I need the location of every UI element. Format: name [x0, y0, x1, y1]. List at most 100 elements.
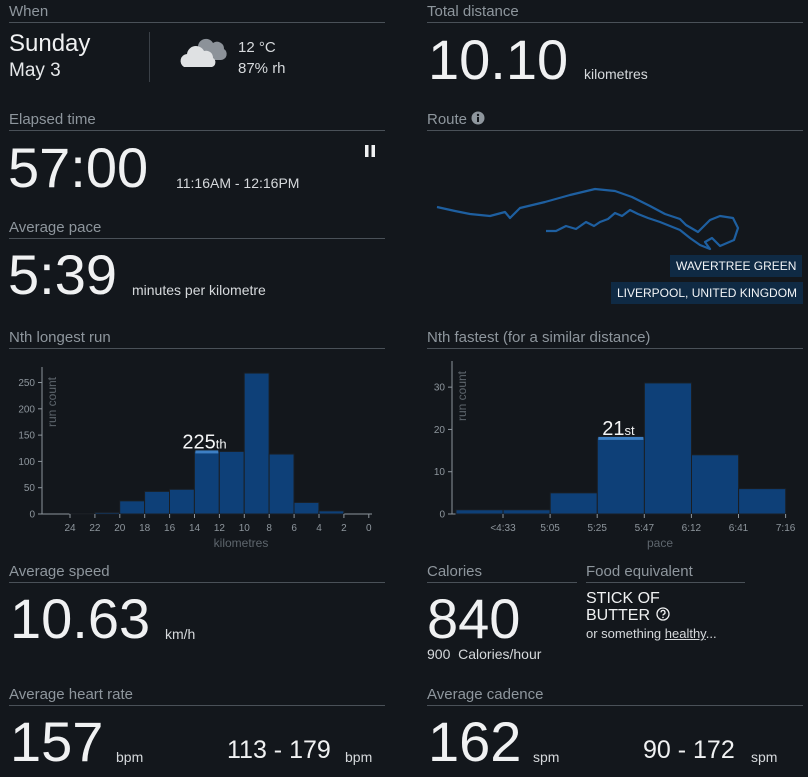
help-icon[interactable]: [656, 607, 671, 621]
current-run-marker: [598, 436, 644, 440]
y-tick-label: 20: [434, 425, 446, 436]
x-axis-title: pace: [647, 536, 673, 550]
when-rule: [9, 22, 385, 23]
histogram-bar: [502, 509, 551, 515]
elapsed-value: 57:00: [8, 136, 149, 199]
heart-range-unit: bpm: [345, 749, 373, 765]
heart-label: Average heart rate: [9, 686, 133, 703]
heart-rule: [9, 705, 385, 706]
run-date: May 3: [9, 60, 61, 81]
calories-rule: [427, 582, 577, 583]
food-name-text: BUTTER: [586, 607, 650, 624]
route-map: [436, 187, 740, 251]
histogram-bar: [455, 509, 504, 515]
cadence-label: Average cadence: [427, 686, 544, 703]
speed-rule: [9, 582, 385, 583]
y-tick-label: 200: [18, 404, 35, 415]
place-label-neighbourhood: WAVERTREE GREEN: [670, 255, 803, 277]
x-axis-title: kilometres: [214, 536, 269, 550]
x-tick-label: 16: [164, 523, 176, 534]
elapsed-range: 11:16AM - 12:16PM: [176, 175, 300, 191]
y-tick-label: 0: [29, 510, 35, 521]
histogram-bar: [268, 453, 295, 515]
cadence-unit: spm: [533, 749, 560, 765]
histogram-bar: [218, 450, 245, 515]
calories-rate-value: 900: [427, 646, 451, 662]
rank-label: 21st: [602, 418, 635, 440]
place-label-city: LIVERPOOL, UNITED KINGDOM: [611, 282, 804, 304]
distance-rule: [427, 22, 803, 23]
histogram-bar: [549, 492, 598, 515]
histogram-bar: [69, 512, 96, 515]
healthy-link[interactable]: healthy: [664, 626, 706, 641]
y-tick-label: 50: [24, 483, 36, 494]
pace-value: 5:39: [8, 243, 117, 306]
x-tick-label: 5:05: [540, 523, 560, 534]
x-tick-label: 20: [114, 523, 126, 534]
histogram-bar: [596, 437, 645, 515]
elapsed-label: Elapsed time: [9, 111, 96, 128]
x-tick-label: 6: [291, 523, 297, 534]
temperature: 12 °C: [238, 39, 276, 56]
nth-fastest-rule: [427, 348, 803, 349]
y-tick-label: 100: [18, 457, 35, 468]
food-name-line1: STICK OF: [586, 590, 660, 607]
x-tick-label: 22: [89, 523, 101, 534]
food-alt-prefix: or something: [586, 626, 665, 641]
x-tick-label: 2: [341, 523, 347, 534]
when-divider: [149, 32, 150, 82]
y-tick-label: 250: [18, 378, 35, 389]
distance-value: 10.10: [428, 28, 569, 91]
pause-icon[interactable]: [364, 144, 376, 162]
histogram-bar: [243, 372, 270, 515]
route-label: Route: [427, 111, 468, 128]
calories-rate-unit: Calories/hour: [458, 646, 542, 662]
cadence-rule: [427, 705, 803, 706]
info-icon[interactable]: [471, 111, 485, 130]
heart-range: 113 - 179: [227, 736, 331, 764]
x-tick-label: 18: [139, 523, 151, 534]
x-tick-label: 14: [189, 523, 201, 534]
nth-fastest-chart: 0 10 20 30 run count <4:33 5:05 5:25 5:47 6:12 6:4…: [434, 361, 796, 550]
food-label: Food equivalent: [586, 563, 693, 580]
speed-unit: km/h: [165, 626, 196, 642]
histogram-bar: [144, 490, 171, 515]
rank-suffix: st: [625, 423, 636, 438]
histogram-bar: [643, 382, 693, 515]
when-label: When: [9, 3, 49, 20]
rank-suffix: th: [216, 436, 227, 451]
calories-value: 840: [427, 587, 521, 650]
nth-longest-rule: [9, 348, 385, 349]
x-tick-label: 6:12: [682, 523, 702, 534]
food-name-line2: BUTTER: [586, 607, 671, 625]
food-alt-suffix: ...: [705, 626, 717, 641]
histogram-bar: [119, 500, 146, 515]
histogram-bar: [318, 510, 345, 515]
rank-number: 21: [602, 418, 624, 440]
speed-label: Average speed: [9, 563, 110, 580]
x-tick-label: 8: [266, 523, 272, 534]
pace-label: Average pace: [9, 219, 102, 236]
x-tick-label: 24: [64, 523, 76, 534]
nth-fastest-label: Nth fastest (for a similar distance): [427, 329, 651, 346]
pace-rule: [9, 238, 385, 239]
y-tick-label: 10: [434, 467, 446, 478]
histogram-bar: [169, 488, 195, 515]
heart-value: 157: [10, 710, 104, 773]
route-rule: [427, 130, 803, 131]
histogram-bar: [738, 488, 787, 515]
distance-unit: kilometres: [584, 66, 648, 82]
food-alternative: or something healthy...: [586, 626, 717, 641]
weekday: Sunday: [9, 30, 91, 57]
x-tick-label: 12: [214, 523, 226, 534]
x-tick-label: 5:47: [635, 523, 655, 534]
humidity: 87% rh: [238, 60, 286, 77]
x-tick-label: <4:33: [490, 523, 516, 534]
rank-label: 225th: [182, 431, 226, 453]
elapsed-rule: [9, 130, 385, 131]
cadence-range-unit: spm: [751, 749, 778, 765]
cloud-icon: [178, 33, 228, 76]
current-run-marker: [195, 450, 219, 454]
nth-longest-label: Nth longest run: [9, 329, 111, 346]
